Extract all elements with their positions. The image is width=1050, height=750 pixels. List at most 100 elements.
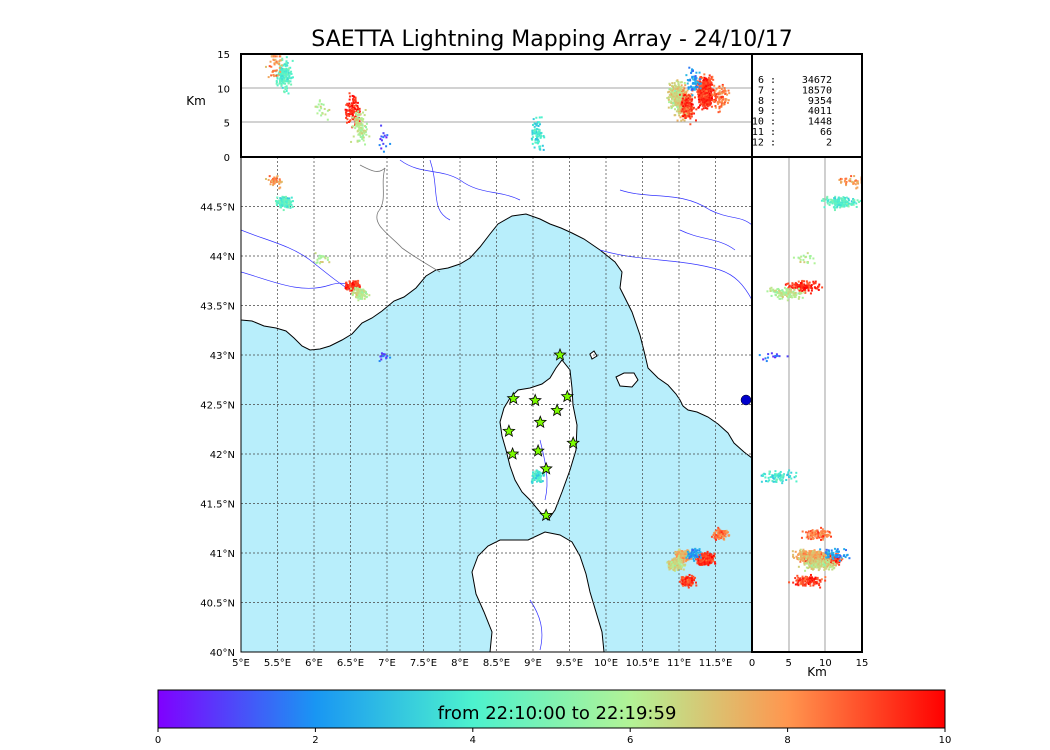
top-point xyxy=(685,95,688,98)
top-point xyxy=(701,101,704,104)
top-point xyxy=(380,135,383,138)
side-point xyxy=(789,295,792,298)
side-point xyxy=(837,559,840,562)
map-point xyxy=(382,353,385,356)
top-point xyxy=(682,115,685,118)
top-point xyxy=(352,95,355,98)
map-point xyxy=(717,526,720,529)
map-point xyxy=(269,183,272,186)
top-point xyxy=(701,85,704,88)
top-point xyxy=(275,55,278,58)
side-point xyxy=(787,292,790,295)
top-point xyxy=(695,76,698,79)
map-point xyxy=(691,550,694,553)
side-point xyxy=(778,290,781,293)
side-point xyxy=(800,289,803,292)
map-point xyxy=(703,563,706,566)
side-point xyxy=(788,285,791,288)
map-point xyxy=(276,175,279,178)
top-point xyxy=(708,82,711,85)
side-point xyxy=(780,295,783,298)
side-point xyxy=(849,177,852,180)
top-point xyxy=(380,147,383,150)
top-point xyxy=(691,98,694,101)
top-point xyxy=(670,105,673,108)
top-point xyxy=(690,106,693,109)
top-point xyxy=(721,99,724,102)
top-point xyxy=(691,69,694,72)
map-point xyxy=(538,474,541,477)
top-point xyxy=(687,97,690,100)
lon-tick-label: 8.5°E xyxy=(483,658,510,669)
map-point xyxy=(706,561,709,564)
coast-marker xyxy=(740,394,752,406)
top-point xyxy=(727,99,730,102)
top-point xyxy=(351,116,354,119)
top-point xyxy=(723,87,726,90)
map-point xyxy=(351,289,354,292)
top-point xyxy=(694,81,697,84)
map-point xyxy=(673,558,676,561)
map-point xyxy=(714,532,717,535)
map-point xyxy=(678,550,681,553)
map-point xyxy=(666,561,669,564)
side-point xyxy=(799,553,802,556)
top-point xyxy=(539,148,542,151)
side-point xyxy=(776,288,779,291)
side-point xyxy=(803,284,806,287)
side-point xyxy=(852,182,855,185)
side-point xyxy=(826,202,829,205)
map-point xyxy=(681,560,684,563)
side-point xyxy=(806,261,809,264)
top-point xyxy=(703,99,706,102)
top-point xyxy=(698,101,701,104)
top-point xyxy=(715,99,718,102)
map-point xyxy=(694,547,697,550)
map-point xyxy=(667,564,670,567)
top-point xyxy=(677,112,680,115)
top-point xyxy=(348,98,351,101)
map-point xyxy=(693,551,696,554)
side-point xyxy=(831,199,834,202)
top-point xyxy=(666,96,669,99)
top-point xyxy=(717,111,720,114)
top-point xyxy=(687,95,690,98)
side-point xyxy=(837,203,840,206)
side-point xyxy=(832,556,835,559)
map-point xyxy=(673,567,676,570)
side-point xyxy=(825,198,828,201)
map-point xyxy=(714,530,717,533)
map-point xyxy=(682,583,685,586)
lon-tick-label: 6°E xyxy=(305,658,323,669)
top-point xyxy=(320,107,323,110)
map-point xyxy=(385,357,388,360)
top-point xyxy=(685,74,688,77)
map-point xyxy=(361,294,364,297)
top-point xyxy=(537,130,540,133)
top-point xyxy=(671,98,674,101)
side-point xyxy=(789,292,792,295)
side-point xyxy=(776,296,779,299)
top-point xyxy=(536,138,539,141)
top-point xyxy=(285,62,288,65)
map-point xyxy=(543,473,546,476)
map-point xyxy=(674,552,677,555)
side-point xyxy=(838,200,841,203)
top-point xyxy=(535,124,538,127)
side-point xyxy=(778,294,781,297)
top-point xyxy=(701,76,704,79)
side-point xyxy=(826,196,829,199)
map-point xyxy=(291,205,294,208)
top-point xyxy=(708,74,711,77)
map-point xyxy=(277,180,280,183)
top-point xyxy=(288,80,291,83)
top-point xyxy=(709,84,712,87)
map-point xyxy=(283,202,286,205)
side-point xyxy=(831,202,834,205)
map-point xyxy=(698,563,701,566)
top-point xyxy=(714,95,717,98)
top-point xyxy=(531,133,534,136)
map-point xyxy=(692,553,695,556)
map-point xyxy=(701,560,704,563)
